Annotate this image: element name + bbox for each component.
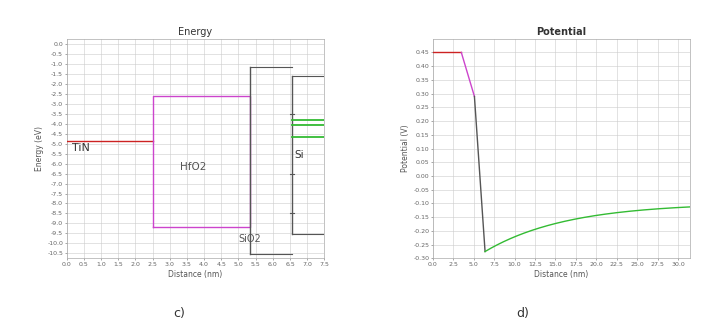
- X-axis label: Distance (nm): Distance (nm): [534, 270, 589, 279]
- Text: Si: Si: [294, 150, 304, 160]
- Text: c): c): [173, 307, 184, 319]
- Text: SiO2: SiO2: [238, 234, 261, 245]
- Y-axis label: Potential (V): Potential (V): [402, 125, 410, 172]
- Text: d): d): [516, 307, 529, 319]
- Y-axis label: Energy (eV): Energy (eV): [36, 126, 44, 171]
- Title: Potential: Potential: [536, 26, 587, 36]
- X-axis label: Distance (nm): Distance (nm): [168, 270, 223, 279]
- Text: HfO2: HfO2: [180, 162, 206, 172]
- Title: Energy: Energy: [179, 26, 212, 36]
- Text: TiN: TiN: [72, 142, 90, 152]
